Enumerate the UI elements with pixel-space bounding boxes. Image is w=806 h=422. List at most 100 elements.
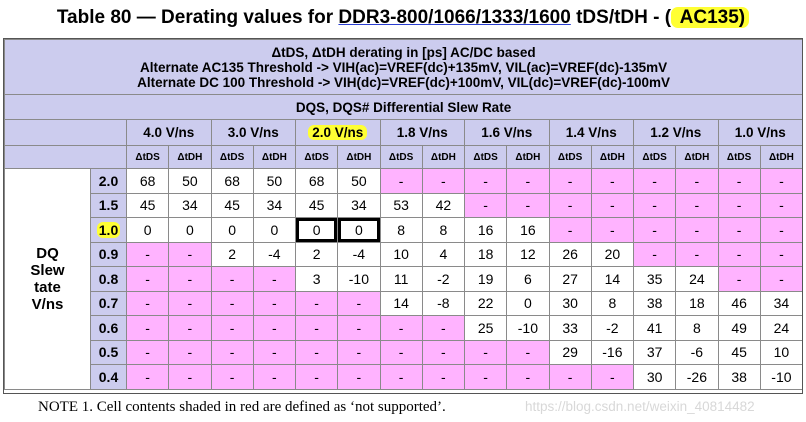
title-middle: tDS/tDH - (	[570, 7, 672, 28]
table-cell: -	[632, 192, 677, 218]
column-header-highlight: 2.0 V/ns	[308, 125, 368, 140]
table-cell: -	[463, 339, 508, 365]
column-header: 3.0 V/ns	[210, 119, 296, 146]
row-label-highlight: 1.0	[96, 221, 121, 238]
table-cell: 33	[548, 315, 592, 341]
sub-header-tds: ΔtDS	[548, 145, 592, 169]
table-cell: -	[210, 315, 254, 341]
table-cell: -	[125, 315, 170, 341]
title-badge: AC135)	[671, 7, 750, 28]
sub-header-tds: ΔtDS	[463, 145, 508, 169]
table-cell: -4	[252, 241, 297, 267]
table-cell: 45	[210, 192, 254, 218]
table-cell: 12	[506, 241, 550, 267]
table-cell: -	[337, 339, 381, 365]
row-label: 0.7	[90, 290, 127, 316]
table-cell: -	[463, 168, 508, 194]
table-cell: 14	[379, 290, 423, 316]
sub-header-tdh: ΔtDH	[759, 145, 802, 169]
table-cell: -	[590, 192, 635, 218]
table-cell: -	[252, 266, 297, 292]
table-cell: -	[675, 241, 719, 267]
reference-cell-value: 0	[354, 221, 363, 238]
dq-label-line: V/ns	[31, 295, 64, 313]
table-cell: -10	[759, 364, 802, 390]
table-cell: -	[717, 168, 761, 194]
table-cell: 68	[210, 168, 254, 194]
dqs-rate-header: DQS, DQS# Differential Slew Rate	[4, 94, 802, 120]
table-cell: -	[210, 364, 254, 390]
table-cell: -	[759, 217, 802, 243]
table-cell: 45	[294, 192, 339, 218]
corner-cell	[4, 119, 127, 146]
table-cell: -	[379, 364, 423, 390]
table-cell: -	[337, 290, 381, 316]
table-cell: -4	[337, 241, 381, 267]
table-cell: 0	[168, 217, 212, 243]
table-cell: 45	[125, 192, 170, 218]
table-cell: -	[632, 241, 677, 267]
table-cell: 35	[632, 266, 677, 292]
table-cell: -10	[506, 315, 550, 341]
table-cell: -	[210, 290, 254, 316]
table-cell: 16	[463, 217, 508, 243]
row-label: 0.9	[90, 241, 127, 267]
table-cell: 20	[590, 241, 635, 267]
sub-header-tdh: ΔtDH	[252, 145, 297, 169]
table-cell: -	[590, 217, 635, 243]
table-note: NOTE 1. Cell contents shaded in red are …	[38, 399, 446, 415]
table-cell: 68	[125, 168, 170, 194]
table-cell: 2	[294, 241, 339, 267]
table-cell: -	[548, 192, 592, 218]
table-cell: 38	[717, 364, 761, 390]
dq-label-line: Slew	[30, 261, 65, 279]
table-cell: -	[168, 266, 212, 292]
dq-slew-rate-label: DQ Slew tate V/ns	[4, 168, 91, 390]
column-header: 4.0 V/ns	[126, 119, 212, 146]
table-cell: -	[379, 315, 423, 341]
table-cell: -16	[590, 339, 635, 365]
table-cell: -2	[421, 266, 466, 292]
table-cell: -	[717, 266, 761, 292]
table-cell: 24	[759, 315, 802, 341]
table-cell: 34	[168, 192, 212, 218]
table-cell: 34	[759, 290, 802, 316]
table-row: 0.7- - - - - -14 -8 22 0 30 8 38 18 46 34	[5, 290, 802, 316]
table-cell: -	[379, 339, 423, 365]
table-cell: -	[548, 217, 592, 243]
table-row: 0.5- - - - - - - - - -29 -16 37 -6 45 10	[5, 339, 802, 365]
table-cell: 2	[210, 241, 254, 267]
table-cell: 18	[675, 290, 719, 316]
table-cell: 34	[252, 192, 297, 218]
title-prefix: Table 80 — Derating values for	[56, 7, 339, 28]
table-cell: 19	[463, 266, 508, 292]
table-row: 0.4- - - - - - - - - - - -30 -26 38 -10	[5, 364, 802, 390]
table-cell: -	[717, 217, 761, 243]
table-cell: -	[548, 364, 592, 390]
derating-table: ΔtDS, ΔtDH derating in [ps] AC/DC based …	[4, 39, 802, 390]
table-cell: -10	[337, 266, 381, 292]
table-row: DQ Slew tate V/ns 2.0 68 50 68 50 68 50- - - - - - - - - -	[4, 168, 802, 390]
table-cell: 50	[337, 168, 381, 194]
table-cell: 16	[506, 217, 550, 243]
sub-header-tdh: ΔtDH	[337, 145, 381, 169]
row-label: 0.5	[90, 339, 127, 365]
sub-header-tds: ΔtDS	[294, 145, 339, 169]
table-cell: -	[337, 315, 381, 341]
table-cell: -	[210, 339, 254, 365]
table-cell: -	[168, 290, 212, 316]
table-cell: -8	[421, 290, 466, 316]
table-cell: -	[590, 364, 635, 390]
table-cell: 8	[379, 217, 423, 243]
table-cell: -6	[675, 339, 719, 365]
reference-cell-value: 0	[312, 221, 321, 238]
row-label: 0.8	[90, 266, 127, 292]
table-cell: 49	[717, 315, 761, 341]
table-title: Table 80 — Derating values for DDR3-800/…	[0, 4, 806, 32]
title-link[interactable]: DDR3-800/1066/1333/1600	[338, 7, 571, 28]
table-cell: 8	[675, 315, 719, 341]
row-label: 0.6	[90, 315, 127, 341]
row-label: 1.5	[90, 192, 127, 218]
table-cell: -	[506, 168, 550, 194]
table-cell: -	[294, 339, 339, 365]
